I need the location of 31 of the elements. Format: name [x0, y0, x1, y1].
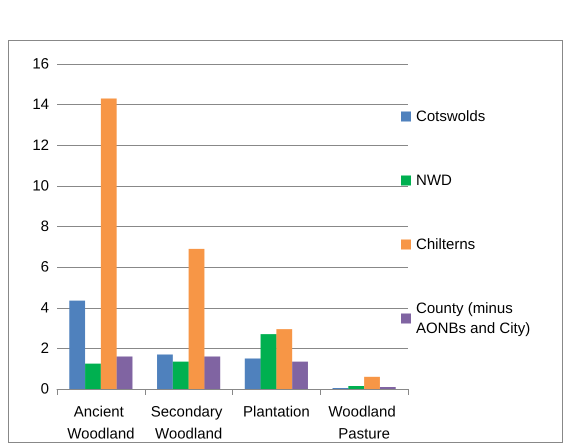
- y-tick-label: 14: [32, 96, 49, 114]
- bar: [100, 98, 117, 389]
- bar: [276, 329, 292, 389]
- y-tick-label: 8: [40, 218, 49, 235]
- bar: [364, 376, 380, 389]
- y-tick-label: 0: [40, 380, 49, 398]
- bar: [292, 362, 308, 389]
- x-tick-label: Plantation: [243, 404, 310, 420]
- bar: [188, 248, 204, 389]
- x-tick-label: Ancient Woodland: [67, 404, 135, 442]
- y-tick-label: 16: [32, 56, 49, 72]
- y-tick-label: 12: [32, 136, 49, 154]
- bar: [116, 356, 132, 389]
- y-tick-label: 2: [40, 340, 49, 357]
- legend-label: Chilterns: [416, 236, 476, 253]
- y-tick-label: 4: [40, 299, 49, 316]
- y-tick-label: 6: [40, 258, 49, 276]
- bar: [172, 362, 189, 389]
- bar: [69, 300, 86, 389]
- x-tick-label: Woodland Pasture: [328, 404, 400, 442]
- bar: [157, 354, 173, 389]
- bar: [260, 334, 276, 389]
- bar: [204, 356, 220, 389]
- y-tick-label: 10: [32, 177, 49, 194]
- x-tick-label: Secondary Woodland: [150, 404, 227, 442]
- bar: [348, 386, 364, 389]
- legend-label: County (minus AONBs and City): [416, 300, 530, 337]
- legend-label: Cotswolds: [416, 108, 486, 125]
- bar: [85, 364, 101, 389]
- legend-label: NWD: [416, 172, 452, 189]
- bar: [244, 358, 261, 389]
